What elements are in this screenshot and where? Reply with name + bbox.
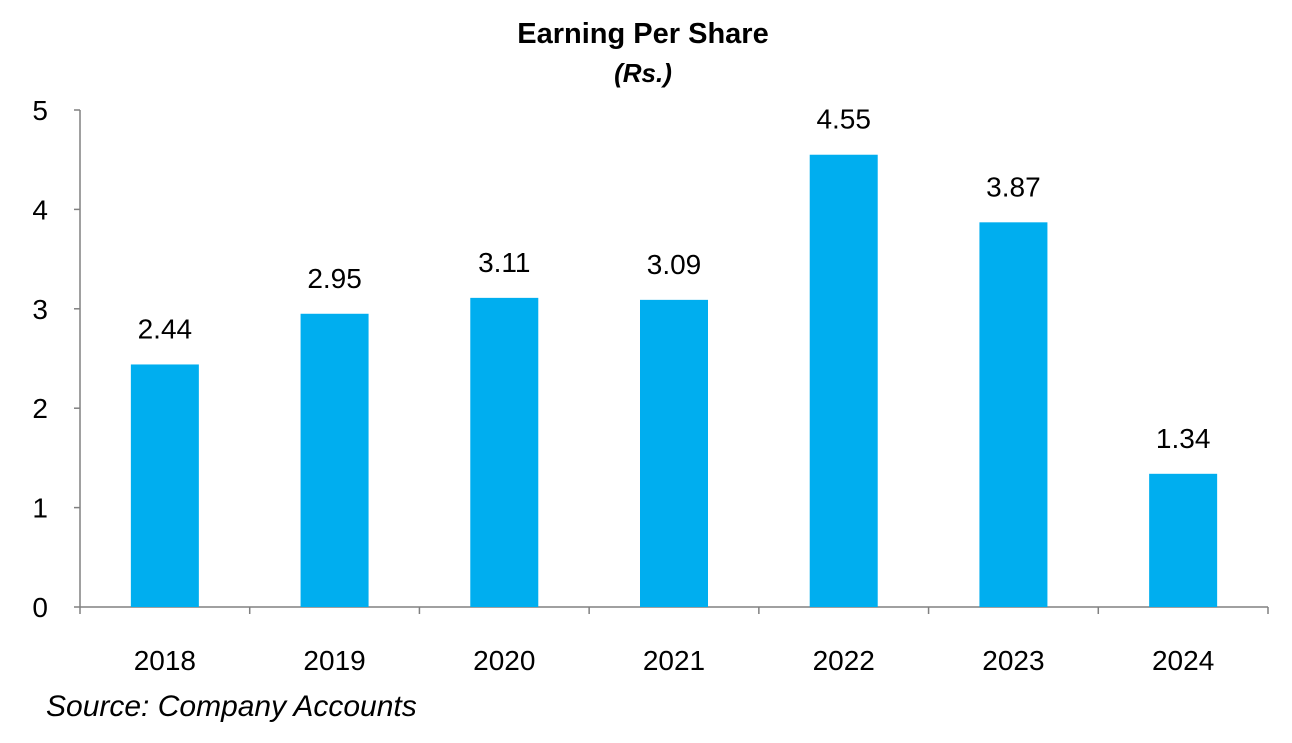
x-tick-label: 2019 [303, 645, 365, 676]
data-label: 3.09 [647, 249, 702, 280]
data-label: 4.55 [816, 104, 871, 135]
chart-title: Earning Per Share [517, 18, 768, 50]
source-note: Source: Company Accounts [46, 690, 417, 723]
eps-bar-chart: Earning Per Share (Rs.) 0 1 2 3 4 5 2.44 2018 2.… [32, 18, 1269, 676]
data-label: 3.11 [478, 247, 530, 278]
bar [979, 222, 1048, 607]
bar [300, 313, 369, 607]
plot-area: 0 1 2 3 4 5 2.44 2018 2.95 2019 3.11 2020 3.09 2021 4.… [32, 95, 1269, 676]
x-tick-label: 2022 [813, 645, 875, 676]
x-tick-label: 2018 [134, 645, 196, 676]
data-label: 2.95 [307, 263, 362, 294]
bar [130, 364, 199, 607]
bar [470, 297, 539, 607]
x-tick-label: 2020 [473, 645, 535, 676]
y-tick-label: 2 [32, 393, 48, 424]
bar [809, 154, 878, 608]
data-label: 2.44 [138, 313, 193, 344]
data-label: 3.87 [986, 171, 1041, 202]
x-tick-label: 2021 [643, 645, 705, 676]
y-tick-label: 5 [32, 95, 48, 126]
bar [640, 299, 708, 607]
data-label: 1.34 [1156, 423, 1211, 454]
y-tick-label: 4 [32, 194, 48, 225]
y-tick-label: 1 [32, 493, 48, 524]
bar [1149, 473, 1218, 607]
y-tick-label: 3 [32, 294, 48, 325]
x-tick-label: 2023 [982, 645, 1044, 676]
x-tick-label: 2024 [1152, 645, 1214, 676]
chart-subtitle: (Rs.) [614, 58, 672, 88]
y-tick-label: 0 [32, 592, 48, 623]
